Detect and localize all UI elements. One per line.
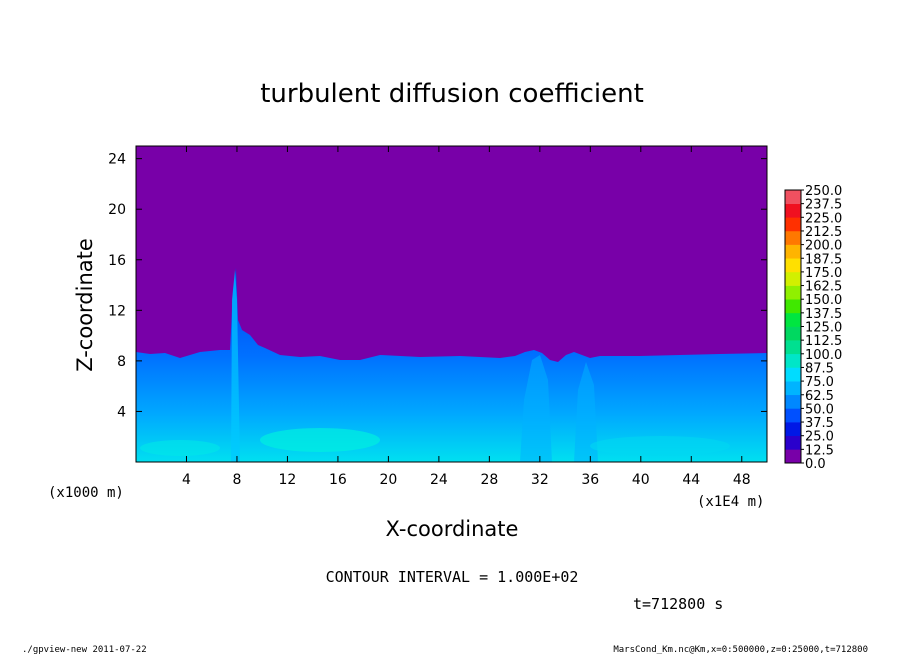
colorbar-swatch — [785, 408, 801, 423]
colorbar-label: 62.5 — [805, 389, 834, 404]
x-tick-label: 48 — [733, 472, 751, 488]
colorbar-swatch — [785, 435, 801, 450]
x-tick-label: 28 — [480, 472, 498, 488]
x-tick-label: 12 — [279, 472, 297, 488]
colorbar-swatch — [785, 394, 801, 409]
colorbar-label: 150.0 — [805, 293, 842, 308]
plot-frame — [135, 145, 768, 463]
x-tick-label: 8 — [232, 472, 241, 488]
colorbar-swatch — [785, 312, 801, 327]
x-tick-label: 40 — [632, 472, 650, 488]
colorbar-label: 200.0 — [805, 239, 842, 254]
colorbar-swatch — [785, 258, 801, 273]
colorbar-label: 175.0 — [805, 266, 842, 281]
x-tick-label: 20 — [379, 472, 397, 488]
colorbar-swatch — [785, 326, 801, 341]
boundary-layer — [136, 268, 767, 462]
heatmap-field — [136, 268, 767, 462]
footer-right: MarsCond_Km.nc@Km,x=0:500000,z=0:25000,t… — [613, 645, 868, 654]
colorbar-label: 100.0 — [805, 348, 842, 363]
colorbar-label: 250.0 — [805, 184, 842, 199]
colorbar-swatch — [785, 353, 801, 368]
y-axis-label: Z-coordinate — [73, 238, 97, 372]
colorbar-label: 25.0 — [805, 430, 834, 445]
y-tick-label: 20 — [108, 202, 126, 218]
time-stamp: t=712800 s — [633, 595, 723, 613]
colorbar-swatch — [785, 203, 801, 218]
colorbar-swatch — [785, 381, 801, 396]
colorbar-label: 187.5 — [805, 252, 842, 267]
y-tick-label: 12 — [108, 303, 126, 319]
colorbar-label: 75.0 — [805, 375, 834, 390]
colorbar-swatch — [785, 299, 801, 314]
colorbar-swatch — [785, 217, 801, 232]
colorbar-label: 87.5 — [805, 361, 834, 376]
x-tick-label: 16 — [329, 472, 347, 488]
contour-interval: CONTOUR INTERVAL = 1.000E+02 — [326, 568, 579, 586]
x-tick-label: 4 — [182, 472, 191, 488]
colorbar-swatch — [785, 244, 801, 259]
y-tick-label: 16 — [108, 253, 126, 269]
surface-maximum — [140, 440, 220, 456]
colorbar-label: 12.5 — [805, 443, 834, 458]
colorbar-label: 225.0 — [805, 211, 842, 226]
y-axis-ticks: 4 8 12 16 20 24 — [108, 152, 767, 420]
colorbar: 0.012.525.037.550.062.575.087.5100.0112.… — [784, 184, 842, 472]
colorbar-label: 50.0 — [805, 402, 834, 417]
surface-maximum — [590, 436, 730, 456]
colorbar-label: 112.5 — [805, 334, 842, 349]
colorbar-label: 137.5 — [805, 307, 842, 322]
colorbar-swatch — [785, 422, 801, 436]
convective-cell-32 — [520, 355, 552, 462]
y-tick-label: 4 — [117, 404, 126, 420]
y-tick-label: 24 — [108, 152, 126, 168]
colorbar-label: 37.5 — [805, 416, 834, 431]
x-tick-label: 32 — [531, 472, 549, 488]
colorbar-swatch — [785, 449, 801, 464]
colorbar-swatch — [785, 367, 801, 382]
footer-left: ./gpview-new 2011-07-22 — [22, 645, 147, 654]
colorbar-label: 212.5 — [805, 225, 842, 240]
x-axis-ticks: 4 8 12 16 20 24 28 32 36 40 44 48 — [182, 146, 751, 488]
colorbar-label: 162.5 — [805, 280, 842, 295]
colorbar-label: 0.0 — [805, 457, 826, 472]
colorbar-swatch — [785, 340, 801, 355]
surface-maximum — [260, 428, 380, 452]
plume-column — [231, 270, 240, 462]
x-tick-label: 36 — [581, 472, 599, 488]
x-tick-label: 24 — [430, 472, 448, 488]
colorbar-swatch — [785, 271, 801, 286]
colorbar-swatch — [785, 190, 801, 204]
y-tick-label: 8 — [117, 354, 126, 370]
colorbar-label: 237.5 — [805, 198, 842, 213]
y-axis-unit: (x1000 m) — [48, 485, 124, 501]
colorbar-label: 125.0 — [805, 321, 842, 336]
chart-title: turbulent diffusion coefficient — [260, 79, 644, 109]
convective-cell-35 — [574, 362, 598, 462]
x-axis-unit: (x1E4 m) — [697, 494, 764, 510]
x-tick-label: 44 — [682, 472, 700, 488]
colorbar-swatch — [785, 230, 801, 245]
x-axis-label: X-coordinate — [386, 517, 519, 541]
colorbar-swatch — [785, 285, 801, 300]
